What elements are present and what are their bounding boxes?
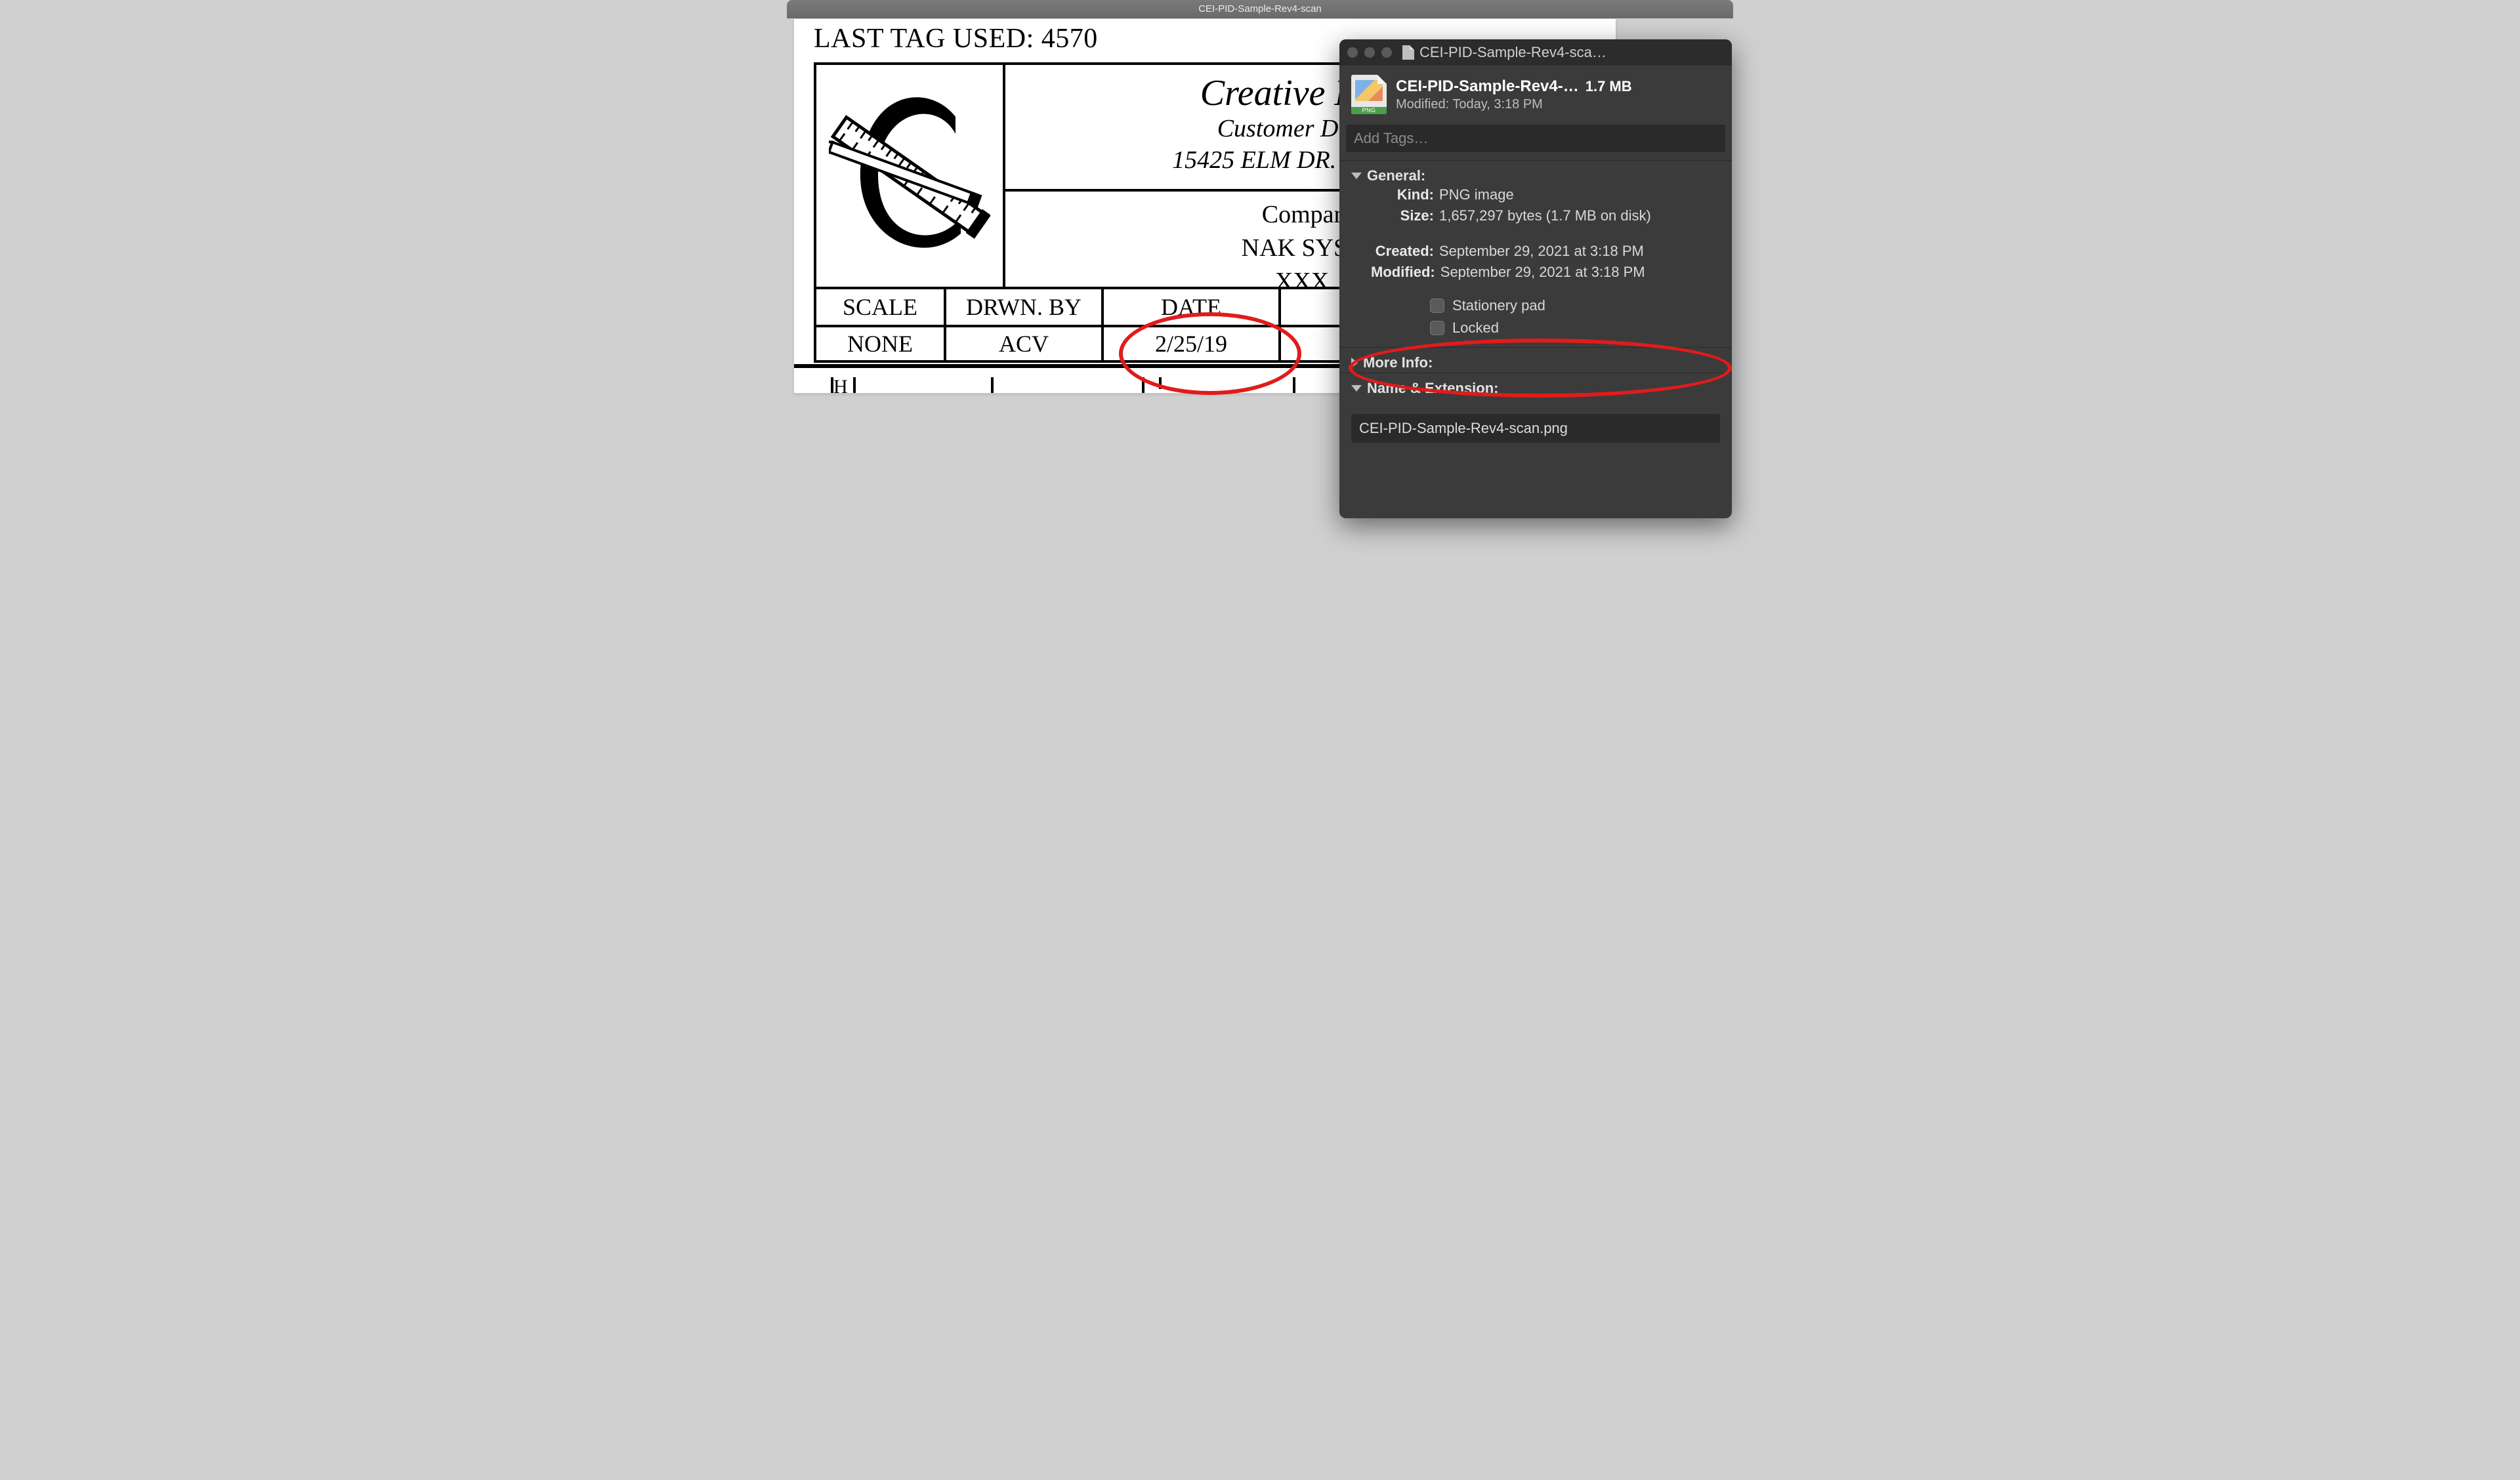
window-controls (1347, 47, 1392, 58)
logo-cell (816, 65, 1005, 287)
company-logo-icon (829, 77, 990, 274)
col-drwn-header: DRWN. BY (946, 289, 1104, 325)
close-button[interactable] (1347, 47, 1358, 58)
info-title: CEI-PID-Sample-Rev4-sca… (1398, 44, 1724, 61)
info-header: PNG CEI-PID-Sample-Rev4-… 1.7 MB Modifie… (1339, 66, 1732, 121)
disclosure-triangle-icon (1351, 385, 1362, 392)
section-name-ext-header[interactable]: Name & Extension: (1351, 380, 1720, 397)
document-icon (1402, 45, 1414, 60)
col-scale-value: NONE (816, 327, 946, 360)
name-extension-value: CEI-PID-Sample-Rev4-scan.png (1359, 420, 1568, 437)
tags-input[interactable]: Add Tags… (1346, 125, 1725, 152)
col-date-header: DATE (1104, 289, 1281, 325)
file-badge: PNG (1351, 107, 1387, 114)
disclosure-triangle-icon (1351, 358, 1358, 368)
stationery-pad-row[interactable]: Stationery pad (1351, 295, 1720, 317)
kv-created: Created: September 29, 2021 at 3:18 PM (1351, 241, 1720, 262)
col-date-value: 2/25/19 (1104, 327, 1281, 360)
info-titlebar[interactable]: CEI-PID-Sample-Rev4-sca… (1339, 39, 1732, 66)
section-general: General: Kind: PNG image Size: 1,657,297… (1339, 160, 1732, 347)
section-general-header[interactable]: General: (1351, 167, 1720, 184)
info-filename: CEI-PID-Sample-Rev4-… (1396, 77, 1579, 96)
locked-checkbox[interactable] (1430, 321, 1444, 335)
info-title-text: CEI-PID-Sample-Rev4-sca… (1419, 44, 1606, 61)
info-modified-short: Modified: Today, 3:18 PM (1396, 97, 1720, 112)
section-more-info-header[interactable]: More Info: (1351, 354, 1720, 371)
locked-label: Locked (1452, 319, 1499, 337)
zoom-button[interactable] (1381, 47, 1392, 58)
section-name-ext: Name & Extension: (1339, 373, 1732, 407)
name-extension-field[interactable]: CEI-PID-Sample-Rev4-scan.png (1351, 414, 1720, 443)
stationery-pad-label: Stationery pad (1452, 297, 1545, 314)
ruler-label-h: H (833, 376, 848, 394)
last-tag-label: LAST TAG USED: 4570 (814, 23, 1098, 54)
stage: CEI-PID-Sample-Rev4-scan LAST TAG USED: … (779, 0, 1741, 522)
kv-size: Size: 1,657,297 bytes (1.7 MB on disk) (1351, 205, 1720, 226)
stationery-pad-checkbox[interactable] (1430, 298, 1444, 313)
preview-window-titlebar: CEI-PID-Sample-Rev4-scan (787, 0, 1733, 18)
get-info-panel: CEI-PID-Sample-Rev4-sca… PNG CEI-PID-Sam… (1339, 39, 1732, 518)
disclosure-triangle-icon (1351, 173, 1362, 179)
col-scale-header: SCALE (816, 289, 946, 325)
tags-placeholder: Add Tags… (1354, 130, 1428, 147)
kv-modified: Modified: September 29, 2021 at 3:18 PM (1351, 262, 1720, 283)
file-thumbnail-icon: PNG (1351, 75, 1387, 114)
info-filesize: 1.7 MB (1586, 78, 1632, 95)
col-drwn-value: ACV (946, 327, 1104, 360)
preview-window-title: CEI-PID-Sample-Rev4-scan (1198, 3, 1322, 14)
locked-row[interactable]: Locked (1351, 317, 1720, 339)
section-more-info: More Info: (1339, 347, 1732, 373)
minimize-button[interactable] (1364, 47, 1375, 58)
kv-kind: Kind: PNG image (1351, 184, 1720, 205)
